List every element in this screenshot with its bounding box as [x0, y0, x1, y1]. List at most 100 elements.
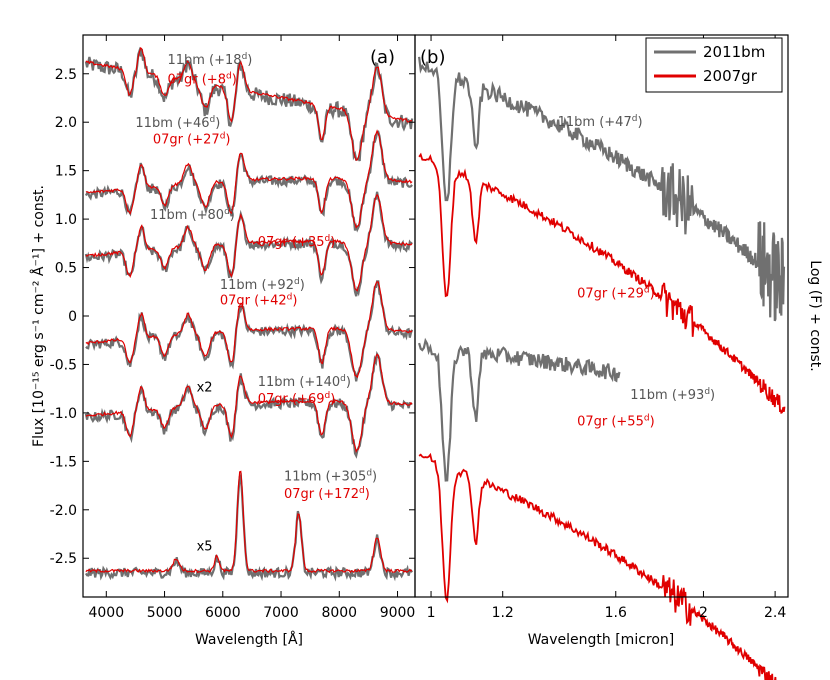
panel-a-y-tick-label: -1.0 — [50, 406, 77, 422]
panel-a-annotation-name: 07gr — [284, 487, 318, 502]
panel-a-annotation-name: 11bm — [284, 470, 326, 485]
panel-b-annotation-0: 11bm (+47d) — [558, 114, 643, 130]
panel-b-annotation-epoch: (+55 — [611, 415, 644, 430]
panel-b-annotation-sup: d — [632, 114, 638, 124]
panel-a-annotation-epoch: (+92 — [261, 278, 294, 293]
panel-a-annotation-close: ) — [292, 293, 297, 308]
panel-b-annotation-sup: d — [704, 387, 710, 397]
panel-a-y-tick-label: -1.5 — [50, 454, 77, 470]
panel-a-annotation-2: 11bm (+46d) — [135, 115, 220, 131]
panel-a-y-tick-label: 0.5 — [55, 261, 77, 277]
panel-b-x-tick-label: 2 — [699, 605, 708, 621]
panel-a-annotation-5: 07gr (+35d) — [258, 234, 336, 250]
panel-a-annotation-epoch: (+18 — [209, 53, 242, 68]
panel-a-annotation-sup: d — [325, 234, 331, 244]
legend-label-2007gr: 2007gr — [703, 67, 758, 85]
panel-a-annotation-sup: d — [325, 391, 331, 401]
panel-b-line-2011bm-2 — [418, 337, 621, 482]
panel-b-x-tick-label: 1.2 — [492, 605, 514, 621]
panel-a-annotation-close: ) — [230, 208, 235, 223]
panel-a-x-tick-label: 7000 — [263, 605, 299, 621]
panel-b-frame — [414, 34, 789, 598]
panel-b-x-axis-label: Wavelength [micron] — [528, 632, 675, 648]
panel-b-line-2007gr-3 — [418, 452, 779, 680]
panel-b-label: (b) — [420, 47, 445, 68]
panel-a-x-tick-label: 9000 — [380, 605, 416, 621]
panel-a-annotations: 11bm (+18d)07gr (+8d)11bm (+46d)07gr (+2… — [135, 52, 377, 554]
panel-a-optical-spectra: 4000 5000 6000 7000 8000 9000 2.5 2.0 1.5 1.0 0.5… — [30, 34, 416, 648]
panel-a-annotation-name: 11bm — [150, 208, 192, 223]
panel-b-annotation-epoch: (+29 — [611, 286, 644, 301]
panel-a-annotation-sup: d — [210, 115, 216, 125]
panel-a-annotation-name: 07gr — [153, 133, 187, 148]
panel-a-annotation-epoch: (+80 — [192, 208, 225, 223]
panel-a-annotation-0: 11bm (+18d) — [167, 52, 252, 68]
panel-a-annotation-close: ) — [346, 375, 351, 390]
panel-a-annotation-close: ) — [300, 278, 305, 293]
panel-a-annotation-sup: d — [366, 469, 372, 479]
panel-b-annotation-close: ) — [710, 388, 715, 403]
panel-b-x-ticks: 1 1.2 1.6 2 2.4 — [427, 35, 786, 621]
panel-b-annotation-name: 11bm — [630, 388, 672, 403]
panel-a-scale-note-1: x5 — [197, 539, 213, 554]
panel-a-annotation-sup: d — [220, 132, 226, 142]
panel-a-annotation-name: 11bm — [135, 116, 177, 131]
panel-a-y-tick-label: -2.0 — [50, 503, 77, 519]
panel-b-x-tick-label: 2.4 — [764, 605, 786, 621]
panel-b-annotations: 11bm (+47d)07gr (+29d)11bm (+93d)07gr (+… — [558, 114, 716, 430]
legend-box — [645, 37, 783, 93]
panel-b-annotation-2: 11bm (+93d) — [630, 387, 715, 403]
panel-a-annotation-close: ) — [372, 470, 377, 485]
panel-a-x-tick-label: 4000 — [88, 605, 124, 621]
panel-a-x-axis-label: Wavelength [Å] — [195, 631, 303, 648]
panel-b-series — [418, 56, 786, 680]
panel-b-annotation-close: ) — [637, 115, 642, 130]
panel-a-series — [84, 46, 414, 582]
legend-label-2011bm: 2011bm — [703, 43, 765, 61]
panel-a-annotation-sup: d — [294, 277, 300, 287]
panel-a-annotation-name: 07gr — [258, 235, 292, 250]
panel-a-annotation-10: 11bm (+305d) — [284, 469, 377, 485]
panel-b-annotation-close: ) — [650, 415, 655, 430]
panel-a-y-ticks: 2.5 2.0 1.5 1.0 0.5 0 -0.5 -1.0 -1.5 -2.0 -2.5 — [50, 67, 415, 567]
panel-a-annotation-8: 11bm (+140d) — [258, 374, 351, 390]
panel-a-annotation-epoch: (+35 — [292, 235, 325, 250]
panel-a-annotation-close: ) — [330, 392, 335, 407]
panel-a-annotation-name: 07gr — [220, 293, 254, 308]
panel-a-annotation-close: ) — [225, 133, 230, 148]
panel-b-line-2011bm-0 — [418, 56, 786, 322]
panel-a-annotation-9: 07gr (+69d) — [258, 391, 336, 407]
panel-a-annotation-close: ) — [232, 72, 237, 87]
panel-a-line-2007gr-epoch-1 — [85, 129, 413, 229]
panel-b-nir-spectra: 1 1.2 1.6 2 2.4 11bm (+47d)07gr (+29d)11bm (… — [414, 34, 823, 680]
panel-a-annotation-epoch: (+27 — [187, 133, 220, 148]
panel-a-annotation-epoch: (+172 — [318, 487, 359, 502]
panel-a-line-2007gr-epoch-0 — [85, 46, 413, 161]
panel-a-y-tick-label: 2.5 — [55, 67, 77, 83]
panel-a-y-tick-label: 1.0 — [55, 212, 77, 228]
panel-b-annotation-close: ) — [650, 286, 655, 301]
panel-a-annotation-close: ) — [247, 53, 252, 68]
panel-a-annotation-sup: d — [340, 374, 346, 384]
panel-a-y-tick-label: 0 — [68, 309, 77, 325]
panel-a-x-tick-label: 5000 — [147, 605, 183, 621]
panel-a-annotation-sup: d — [287, 292, 293, 302]
panel-a-annotation-epoch: (+8 — [202, 72, 226, 87]
panel-a-annotation-sup: d — [242, 52, 248, 62]
panel-b-x-tick-label: 1 — [427, 605, 436, 621]
panel-a-x-tick-label: 6000 — [205, 605, 241, 621]
panel-b-x-tick-label: 1.6 — [605, 605, 627, 621]
panel-a-annotation-name: 11bm — [167, 53, 209, 68]
panel-b-annotation-sup: d — [644, 414, 650, 424]
panel-a-annotation-1: 07gr (+8d) — [167, 71, 236, 87]
panel-a-annotation-sup: d — [224, 207, 230, 217]
panel-a-annotation-epoch: (+42 — [254, 293, 287, 308]
panel-b-annotation-epoch: (+93 — [672, 388, 705, 403]
panel-a-line-2007gr-epoch-4 — [85, 353, 413, 454]
panel-a-label: (a) — [370, 47, 395, 68]
panel-b-line-2007gr-1 — [418, 152, 786, 415]
panel-a-annotation-6: 11bm (+92d) — [220, 277, 305, 293]
panel-a-x-ticks: 4000 5000 6000 7000 8000 9000 — [88, 35, 415, 621]
panel-a-annotation-close: ) — [215, 116, 220, 131]
panel-a-annotation-4: 11bm (+80d) — [150, 207, 235, 223]
